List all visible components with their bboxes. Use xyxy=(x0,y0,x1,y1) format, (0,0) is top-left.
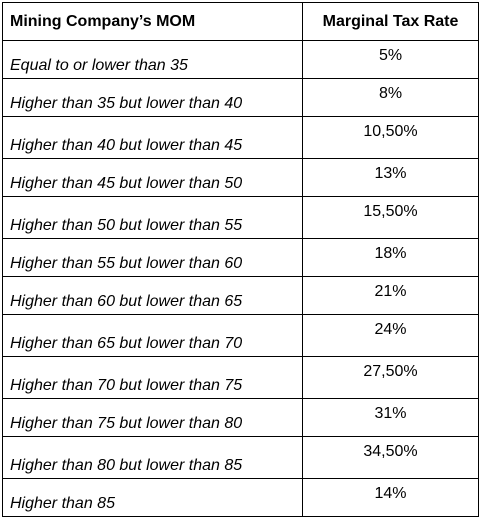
mom-range-cell: Higher than 65 but lower than 70 xyxy=(2,314,303,357)
table-row: Higher than 35 but lower than 40 8% xyxy=(2,78,479,117)
table-row: Higher than 45 but lower than 50 13% xyxy=(2,158,479,197)
table-row: Equal to or lower than 35 5% xyxy=(2,40,479,79)
mom-range-cell: Higher than 80 but lower than 85 xyxy=(2,436,303,479)
header-marginal-tax-rate: Marginal Tax Rate xyxy=(302,2,479,41)
mom-range-cell: Equal to or lower than 35 xyxy=(2,40,303,79)
tax-rate-cell: 24% xyxy=(302,314,479,357)
tax-rate-cell: 10,50% xyxy=(302,116,479,159)
mom-range-cell: Higher than 50 but lower than 55 xyxy=(2,196,303,239)
table-row: Higher than 55 but lower than 60 18% xyxy=(2,238,479,277)
tax-rate-cell: 8% xyxy=(302,78,479,117)
mom-range-cell: Higher than 85 xyxy=(2,478,303,517)
tax-rate-cell: 34,50% xyxy=(302,436,479,479)
mom-range-cell: Higher than 60 but lower than 65 xyxy=(2,276,303,315)
table-row: Higher than 40 but lower than 45 10,50% xyxy=(2,116,479,159)
mom-range-cell: Higher than 35 but lower than 40 xyxy=(2,78,303,117)
table-row: Higher than 60 but lower than 65 21% xyxy=(2,276,479,315)
tax-rate-cell: 18% xyxy=(302,238,479,277)
table-row: Higher than 75 but lower than 80 31% xyxy=(2,398,479,437)
tax-rate-cell: 27,50% xyxy=(302,356,479,399)
table-header-row: Mining Company’s MOM Marginal Tax Rate xyxy=(2,2,479,41)
tax-rate-cell: 5% xyxy=(302,40,479,79)
tax-rate-cell: 15,50% xyxy=(302,196,479,239)
table-row: Higher than 85 14% xyxy=(2,478,479,517)
table-row: Higher than 70 but lower than 75 27,50% xyxy=(2,356,479,399)
table-row: Higher than 50 but lower than 55 15,50% xyxy=(2,196,479,239)
mom-range-cell: Higher than 70 but lower than 75 xyxy=(2,356,303,399)
mom-range-cell: Higher than 75 but lower than 80 xyxy=(2,398,303,437)
tax-rate-cell: 31% xyxy=(302,398,479,437)
tax-rate-cell: 13% xyxy=(302,158,479,197)
table-row: Higher than 65 but lower than 70 24% xyxy=(2,314,479,357)
tax-rate-cell: 21% xyxy=(302,276,479,315)
mom-range-cell: Higher than 40 but lower than 45 xyxy=(2,116,303,159)
header-mom: Mining Company’s MOM xyxy=(2,2,303,41)
table-row: Higher than 80 but lower than 85 34,50% xyxy=(2,436,479,479)
mom-range-cell: Higher than 55 but lower than 60 xyxy=(2,238,303,277)
mom-range-cell: Higher than 45 but lower than 50 xyxy=(2,158,303,197)
tax-rate-cell: 14% xyxy=(302,478,479,517)
